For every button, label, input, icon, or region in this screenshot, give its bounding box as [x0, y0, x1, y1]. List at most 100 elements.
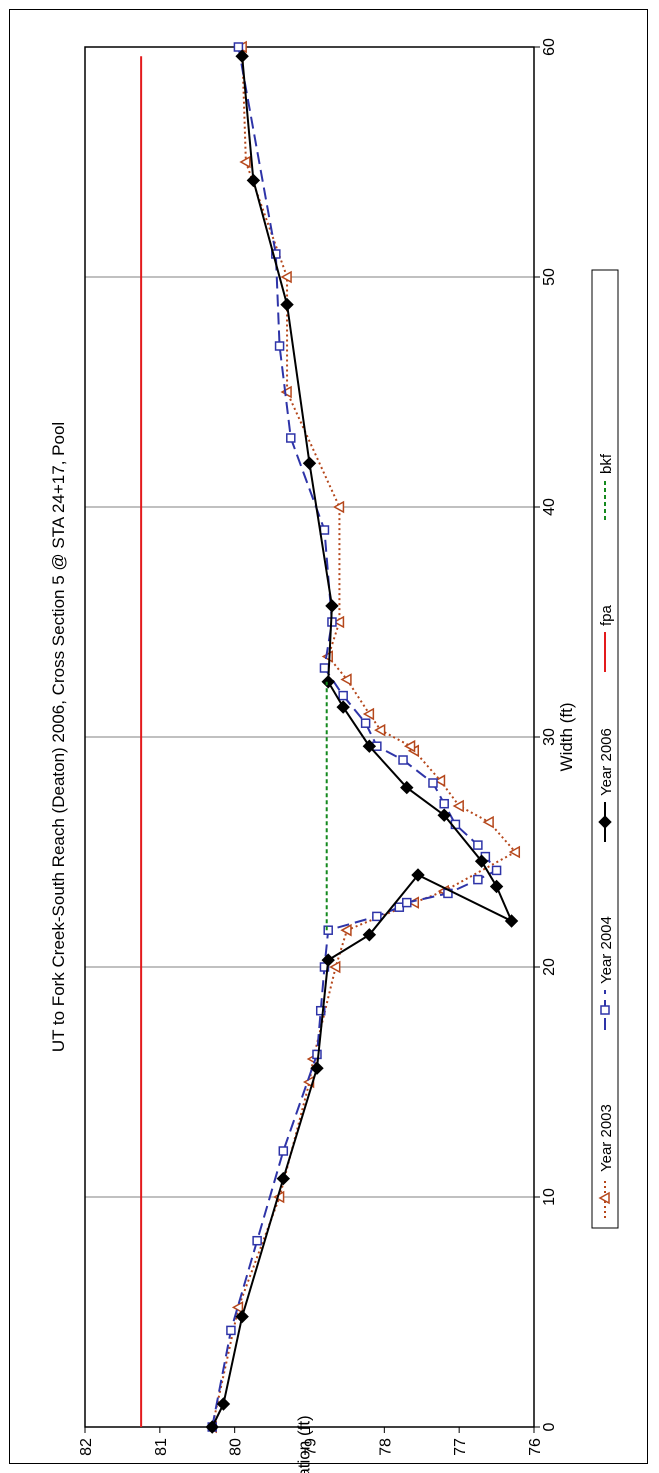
data-point [482, 815, 494, 829]
data-point [340, 673, 352, 686]
data-point [400, 780, 414, 795]
data-point [491, 865, 502, 876]
series-line [211, 56, 514, 1428]
data-point [271, 249, 281, 259]
x-tick-label: 0 [541, 1422, 558, 1431]
data-point [332, 500, 345, 514]
y-tick-label: 77 [452, 1438, 469, 1456]
data-point [362, 707, 375, 721]
data-point [280, 270, 292, 284]
data-point [315, 1005, 326, 1016]
data-point [428, 778, 438, 788]
data-point [280, 297, 294, 312]
series-year-2004 [207, 42, 502, 1432]
data-point [325, 599, 339, 613]
axis-ticks: 0 10 20 30 40 50 60 76 77 78 79 80 81 82 [78, 38, 558, 1456]
data-point [321, 953, 335, 967]
y-tick-label: 79 [303, 1438, 320, 1456]
data-point [360, 718, 371, 728]
data-point [231, 1301, 244, 1314]
data-point [216, 1397, 231, 1411]
data-point [437, 808, 451, 822]
legend-label: bkf [598, 453, 615, 474]
data-point [252, 1235, 262, 1246]
data-point [274, 341, 285, 351]
series-layer [140, 40, 521, 1434]
x-tick-label: 60 [541, 38, 558, 56]
data-point [278, 1146, 289, 1156]
data-point [319, 525, 330, 535]
data-point [233, 42, 244, 52]
data-point [473, 874, 483, 885]
y-tick-label: 76 [527, 1438, 544, 1456]
data-point [489, 879, 504, 894]
legend-label: fpa [598, 604, 615, 626]
data-point [504, 914, 519, 928]
legend-box [591, 269, 619, 1229]
data-point [600, 1005, 610, 1015]
data-point [598, 815, 612, 829]
data-point [340, 923, 352, 937]
data-point [239, 155, 251, 169]
data-point [246, 173, 261, 188]
y-axis-label: Elevation (ft) [295, 1415, 314, 1473]
data-point [319, 663, 330, 673]
series-line [211, 46, 499, 1428]
legend-label: Year 2003 [598, 1104, 615, 1172]
series-year-2006 [205, 49, 519, 1434]
data-point [332, 615, 345, 629]
legend-item: fpa [598, 604, 615, 672]
data-point [452, 799, 464, 813]
y-tick-label: 80 [228, 1438, 245, 1456]
data-point [403, 739, 416, 753]
legend: Year 2003 Year 2004 Year 2006 fpa bkf [591, 269, 619, 1229]
data-point [235, 1309, 249, 1324]
data-point [321, 675, 335, 689]
data-point [374, 723, 386, 737]
data-point [310, 1061, 324, 1075]
data-point [362, 928, 377, 942]
data-point [439, 798, 449, 809]
data-point [226, 1325, 236, 1336]
data-point [474, 854, 489, 868]
data-point [402, 897, 412, 908]
x-tick-label: 40 [541, 498, 558, 516]
y-tick-label: 78 [377, 1438, 394, 1456]
y-tick-label: 81 [153, 1438, 170, 1456]
legend-label: Year 2004 [598, 916, 615, 984]
data-point [205, 1420, 219, 1434]
x-tick-label: 10 [541, 1188, 558, 1206]
data-point [411, 868, 425, 882]
legend-item: Year 2004 [598, 916, 615, 1030]
legend-item: Year 2006 [598, 728, 615, 842]
x-tick-label: 50 [541, 268, 558, 286]
data-point [372, 911, 382, 922]
data-point [276, 1171, 291, 1186]
gridlines [85, 276, 534, 1198]
data-point [598, 1191, 610, 1205]
data-point [235, 49, 249, 63]
legend-item: bkf [598, 453, 615, 520]
data-point [286, 433, 296, 443]
x-tick-label: 30 [541, 728, 558, 746]
data-point [433, 774, 446, 787]
y-tick-label: 82 [78, 1438, 95, 1456]
data-point [338, 690, 348, 701]
data-point [323, 925, 333, 935]
data-point [362, 739, 377, 753]
data-point [280, 385, 292, 399]
legend-label: Year 2006 [598, 728, 615, 796]
data-point [508, 845, 521, 859]
data-point [312, 1049, 322, 1060]
data-point [302, 456, 317, 471]
legend-item: Year 2003 [598, 1104, 615, 1218]
x-tick-label: 20 [541, 958, 558, 976]
data-point [329, 960, 341, 974]
data-point [398, 755, 408, 765]
data-point [336, 700, 350, 714]
chart-title: UT to Fork Creek-South Reach (Deaton) 20… [49, 422, 68, 1052]
data-point [473, 840, 483, 850]
chart-frame [9, 9, 648, 1464]
x-axis-label: Width (ft) [557, 703, 576, 772]
